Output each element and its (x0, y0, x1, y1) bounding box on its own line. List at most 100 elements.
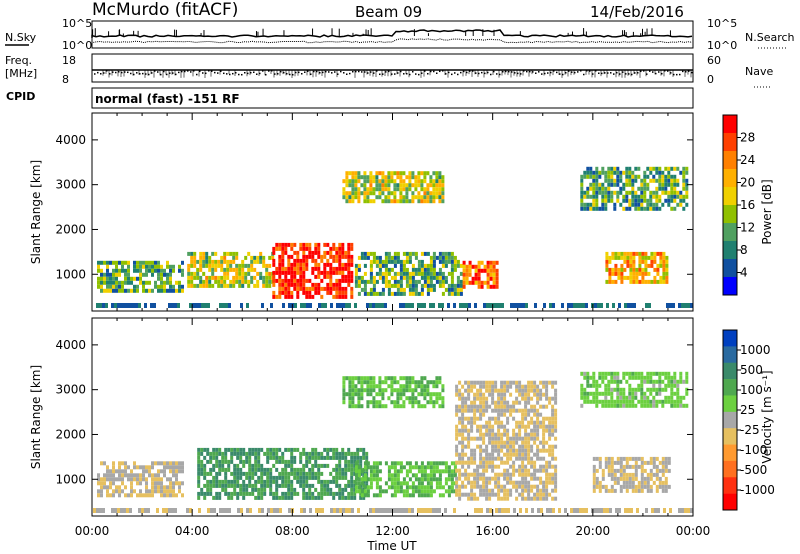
heatmap-cell (148, 469, 151, 474)
heatmap-cell (580, 198, 584, 203)
heatmap-cell (299, 258, 303, 263)
heatmap-cell (467, 460, 471, 465)
heatmap-cell (486, 268, 490, 273)
heatmap-cell (506, 444, 510, 449)
heatmap-cell (229, 279, 233, 284)
heatmap-cell (287, 270, 291, 275)
heatmap-cell (342, 400, 346, 405)
heatmap-cell (348, 171, 352, 176)
heatmap-cell (604, 464, 608, 469)
heatmap-cell (622, 206, 626, 211)
heatmap-cell (399, 275, 403, 280)
heatmap-cell (190, 255, 194, 260)
heatmap-cell (643, 170, 647, 175)
heatmap-cell (479, 380, 483, 385)
heatmap-cell (266, 447, 270, 452)
heatmap-cell (171, 303, 174, 308)
heatmap-cell (464, 416, 468, 421)
heatmap-cell (396, 477, 400, 482)
heatmap-cell (390, 175, 394, 180)
heatmap-cell (363, 465, 367, 470)
heatmap-cell (435, 469, 439, 474)
heatmap-cell (118, 465, 121, 470)
heatmap-cell (344, 475, 348, 480)
heatmap-cell (595, 194, 599, 199)
heatmap-cell (503, 440, 507, 445)
heatmap-cell (470, 400, 474, 405)
heatmap-cell (661, 403, 665, 408)
heatmap-cell (682, 174, 686, 179)
heatmap-cell (549, 508, 552, 513)
heatmap-cell (369, 380, 373, 385)
heatmap-cell (218, 463, 222, 468)
heatmap-cell (518, 408, 522, 413)
heatmap-cell (175, 465, 178, 470)
heatmap-cell (607, 387, 611, 392)
heatmap-cell (494, 416, 498, 421)
heatmap-cell (488, 440, 492, 445)
heatmap-cell (357, 489, 361, 494)
heatmap-cell (290, 463, 294, 468)
heatmap-cell (429, 481, 433, 486)
heatmap-cell (97, 493, 100, 498)
heatmap-cell (634, 472, 638, 477)
heatmap-cell (632, 255, 636, 260)
heatmap-cell (329, 286, 333, 291)
heatmap-cell (631, 174, 635, 179)
heatmap-cell (614, 251, 618, 256)
heatmap-cell (233, 483, 237, 488)
freq-trace (92, 69, 693, 78)
heatmap-cell (542, 468, 546, 473)
heatmap-cell (453, 267, 457, 272)
heatmap-cell (619, 484, 623, 489)
heatmap-cell (417, 199, 421, 204)
heatmap-cell (408, 380, 412, 385)
heatmap-cell (592, 456, 596, 461)
heatmap-cell (205, 251, 209, 256)
heatmap-cell (455, 476, 459, 481)
heatmap-cell (551, 452, 555, 457)
heatmap-cell (215, 459, 219, 464)
heatmap-cell (133, 264, 136, 269)
heatmap-cell (579, 508, 582, 513)
heatmap-cell (631, 186, 635, 191)
heatmap-cell (178, 288, 181, 293)
heatmap-cell (305, 475, 309, 480)
heatmap-cell (417, 267, 421, 272)
heatmap-cell (619, 170, 623, 175)
heatmap-cell (682, 182, 686, 187)
heatmap-cell (479, 384, 483, 389)
nsky-panel-frame (91, 20, 694, 49)
heatmap-cell (622, 194, 626, 199)
heatmap-cell (491, 432, 495, 437)
heatmap-cell (512, 480, 516, 485)
heatmap-cell (444, 287, 448, 292)
heatmap-cell (218, 467, 222, 472)
heatmap-cell (444, 279, 448, 284)
heatmap-cell (655, 206, 659, 211)
heatmap-cell (455, 480, 459, 485)
heatmap-cell (317, 242, 321, 247)
heatmap-cell (100, 272, 103, 277)
heatmap-cell (305, 262, 309, 267)
nave-point (415, 73, 417, 75)
heatmap-cell (105, 303, 108, 308)
heatmap-cell (381, 489, 385, 494)
heatmap-cell (673, 375, 677, 380)
heatmap-cell (235, 267, 239, 272)
heatmap-cell (411, 400, 415, 405)
heatmap-cell (197, 455, 201, 460)
heatmap-cell (381, 175, 385, 180)
heatmap-cell (530, 432, 534, 437)
heatmap-cell (455, 408, 459, 413)
nave-point (187, 70, 189, 72)
heatmap-cell (332, 254, 336, 259)
heatmap-cell (293, 467, 297, 472)
heatmap-cell (181, 260, 184, 265)
heatmap-cell (106, 489, 109, 494)
heatmap-cell (548, 432, 552, 437)
nave-point (256, 73, 258, 75)
heatmap-cell (157, 485, 160, 490)
heatmap-cell (580, 194, 584, 199)
heatmap-cell (378, 179, 382, 184)
